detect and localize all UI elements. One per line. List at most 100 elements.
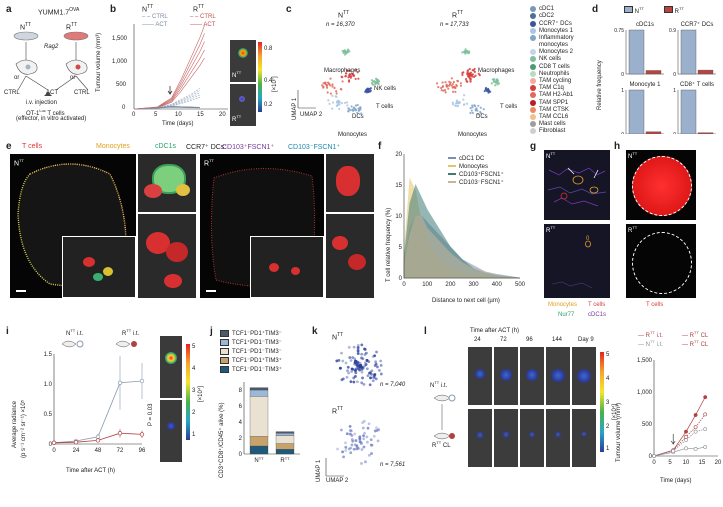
umap-point [356,344,360,347]
y-tick: 500 [642,422,653,428]
umap-point [437,85,440,89]
stacked-bar-segment [275,433,295,436]
legend-entry: — RTT i.t. [638,330,663,339]
umap-point [450,77,453,80]
y-tick: 10 [395,214,402,220]
k-umap1: UMAP 1 [316,459,322,482]
legend-label: TAM C1q [539,85,564,92]
legend-entry: CD8 T cells [530,63,570,70]
b-cb-tick: 0.4 [264,78,273,84]
x-tick: 48 [95,448,102,454]
bar-rt [697,69,714,75]
y-tick: 1 [621,88,624,94]
umap-point [370,452,373,455]
growth-curves [133,25,205,110]
umap-point [343,101,347,105]
i-cb-label: [×10⁴] [198,385,204,402]
umap-point [361,426,365,430]
e-tcells: T cells [22,143,43,150]
y-tick: 0 [49,442,53,448]
bioluminescence-signal [528,431,536,438]
umap-point [366,426,370,430]
data-point [703,427,708,432]
time-label: 144 [552,337,563,343]
branch-line [75,75,89,91]
umap-point [351,367,354,371]
i-ylabel: Average radiance [12,401,18,448]
umap-point [328,102,331,105]
umap-point [469,80,472,83]
l-schematic [433,394,456,440]
umap-point [333,86,336,90]
legend-entry: TAM CTSK [530,106,569,113]
umap-point [350,105,353,108]
umap-point [373,364,377,368]
series-line [653,428,706,457]
b-rt-title: RTT [193,4,205,14]
umap-point [353,357,357,361]
legend-swatch [530,78,536,84]
tcell-cell [146,232,170,254]
umap-point [463,94,466,97]
umap-point [454,90,457,93]
panel-label-d: d [592,4,599,15]
umap-point [355,380,359,384]
umap-point [492,78,495,82]
umap-point [370,81,373,85]
microscopy-g-rt: RTT 0 [544,224,610,298]
legend-swatch [530,42,536,48]
umap-point [456,80,460,83]
ivis-i-rt [160,400,182,462]
umap-point [360,381,364,385]
umap-point [348,432,352,436]
umap-point [338,103,341,106]
umap-point [456,104,460,108]
ivis-image [546,347,570,405]
umap-point [361,421,364,425]
series-line [653,446,706,457]
cell-outlines-nt [547,167,607,207]
legend-label: Inflammatory [539,34,574,41]
y-tick: 0 [239,452,243,458]
time-label: Day 9 [578,337,594,343]
legend-entry: TCF1⁻PD1⁺TIM3⁺ [220,357,282,364]
umap-point [343,53,346,56]
umap-point [469,111,472,115]
tumour-growth-chart [133,24,228,110]
umap-point [376,365,379,369]
umap-point [363,361,367,365]
umap-point [347,371,351,375]
umap-point [373,373,377,376]
umap-point [469,106,472,110]
act-arrow [670,434,676,445]
legend-swatch [530,99,536,106]
b-xtick: 5 [154,112,158,118]
umap-point [349,429,352,432]
umap-point [335,90,338,93]
umap-point [354,68,358,71]
ivis-image [520,409,544,467]
legend-swatch [220,339,229,346]
e-mono: Monocytes [96,143,130,150]
legend-label: Fibroblast [539,128,566,135]
microscopy-h-rt: RTT [626,224,696,298]
stacked-bar-segment [249,389,269,397]
umap-point [346,49,349,52]
umap-point [369,376,372,380]
panel-label-j: j [210,326,213,337]
nt-label: NTT [20,22,32,32]
b-ytick: 0 [122,105,126,111]
umap-point [376,439,380,443]
umap-point [447,87,450,90]
data-point [684,446,688,451]
umap-point [346,104,349,107]
i-xlabel: Time after ACT (h) [66,468,116,474]
chart-title: Monocyte 1 [629,82,661,88]
x-tick-sup: TT [259,456,264,461]
y-tick: 4 [239,420,243,426]
legend-swatch [530,56,536,63]
umap-point [356,346,360,349]
chart-title: CD8⁺ T cells [680,81,714,88]
x-tick: 5 [668,460,672,466]
umap-point [464,77,468,81]
